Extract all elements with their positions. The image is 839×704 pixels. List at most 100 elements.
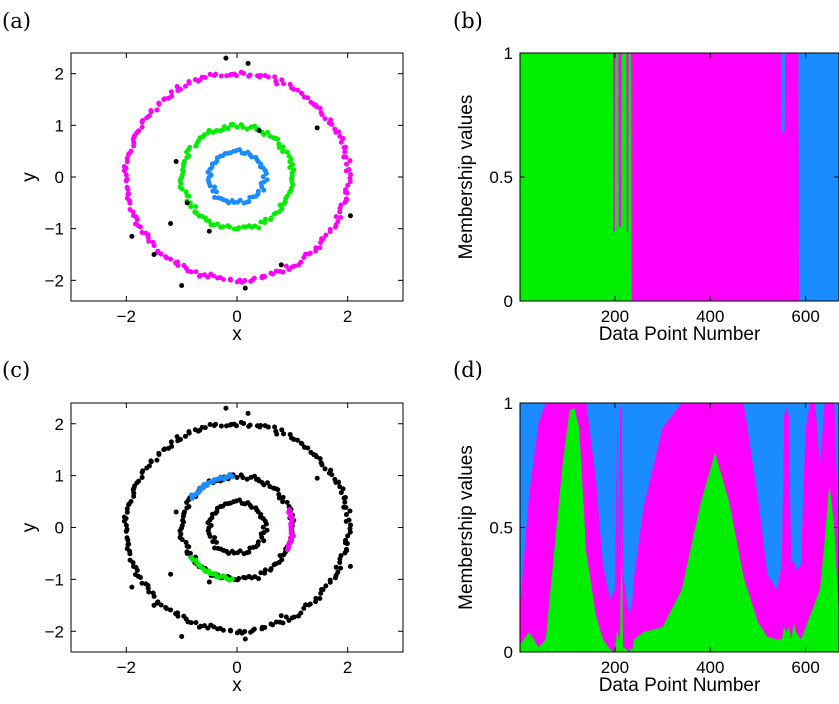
y-tick-label: 0 (55, 519, 64, 538)
data-point (236, 576, 242, 582)
data-point (264, 527, 270, 533)
data-point (347, 508, 353, 514)
x-tick-label: 2 (343, 658, 352, 677)
data-point (193, 269, 199, 275)
data-point (166, 95, 172, 101)
data-point (343, 546, 349, 552)
data-point (121, 168, 127, 174)
data-point (346, 517, 352, 523)
data-point (193, 143, 199, 149)
data-point (272, 424, 278, 430)
data-point (322, 116, 328, 122)
x-tick-label: −2 (117, 658, 136, 677)
data-point (248, 124, 254, 130)
data-point (184, 149, 190, 155)
data-point (214, 221, 220, 227)
outlier-point (278, 613, 284, 619)
data-point (341, 504, 347, 510)
data-point (342, 499, 348, 505)
data-point (270, 271, 276, 277)
data-point (318, 240, 324, 246)
data-point (287, 81, 293, 87)
panel-label-b: (b) (453, 9, 483, 33)
data-point (246, 199, 252, 205)
panel-label-c: (c) (2, 358, 30, 382)
data-point (123, 172, 129, 178)
data-point (226, 224, 232, 230)
data-point (298, 90, 304, 96)
data-point (237, 548, 243, 554)
data-point (262, 567, 268, 573)
data-point (343, 537, 349, 543)
data-point (193, 204, 199, 210)
outlier-point (179, 633, 185, 639)
data-point (125, 187, 131, 193)
data-point (182, 83, 188, 89)
data-point (346, 167, 352, 173)
data-point (280, 620, 286, 626)
data-point (267, 133, 273, 139)
data-point (130, 560, 136, 566)
data-point (180, 513, 186, 519)
data-point (343, 187, 349, 193)
data-point (343, 161, 349, 167)
data-point (188, 204, 194, 210)
data-point (212, 184, 218, 190)
data-point (193, 620, 199, 626)
data-point (276, 491, 282, 497)
data-point (145, 585, 151, 591)
data-point (126, 502, 132, 508)
data-point (220, 627, 226, 633)
y-tick-label: 0.5 (489, 519, 513, 538)
data-point (345, 182, 351, 188)
data-point (218, 128, 224, 134)
data-point (313, 245, 319, 251)
x-tick-label: 0 (232, 658, 241, 677)
data-point (123, 522, 129, 528)
data-point (130, 209, 136, 215)
data-point (138, 575, 144, 581)
data-point (168, 439, 174, 445)
data-point (138, 224, 144, 230)
data-point (186, 430, 192, 436)
data-point (338, 215, 344, 221)
data-point (154, 107, 160, 113)
data-point (225, 126, 231, 132)
data-point (186, 193, 192, 199)
data-point (264, 177, 270, 183)
outlier-point (278, 262, 284, 268)
data-point (345, 533, 351, 539)
data-point (198, 272, 204, 278)
data-point (148, 458, 154, 464)
x-tick-label: 600 (791, 658, 819, 677)
data-point (151, 593, 157, 599)
data-point (255, 539, 261, 545)
data-point (164, 606, 170, 612)
y-tick-label: 2 (55, 415, 64, 434)
data-point (139, 119, 145, 125)
data-point (264, 129, 270, 135)
data-point (284, 149, 290, 155)
y-tick-label: 1 (55, 467, 64, 486)
x-tick-label: 600 (791, 307, 819, 326)
y-axis-label: y (19, 522, 40, 532)
data-point (251, 275, 257, 281)
data-point (234, 124, 240, 130)
data-point (144, 465, 150, 471)
data-point (320, 236, 326, 242)
data-point (139, 124, 145, 130)
data-point (262, 274, 268, 280)
data-point (228, 628, 234, 634)
data-point (183, 539, 189, 545)
data-point (161, 447, 167, 453)
data-point (342, 149, 348, 155)
y-tick-label: 0.5 (489, 168, 513, 187)
data-point (341, 154, 347, 160)
data-point (272, 74, 278, 80)
y-tick-label: 1 (504, 394, 513, 413)
data-point (338, 553, 344, 559)
data-point (289, 176, 295, 182)
data-point (322, 466, 328, 472)
data-point (188, 620, 194, 626)
data-point (126, 151, 132, 157)
